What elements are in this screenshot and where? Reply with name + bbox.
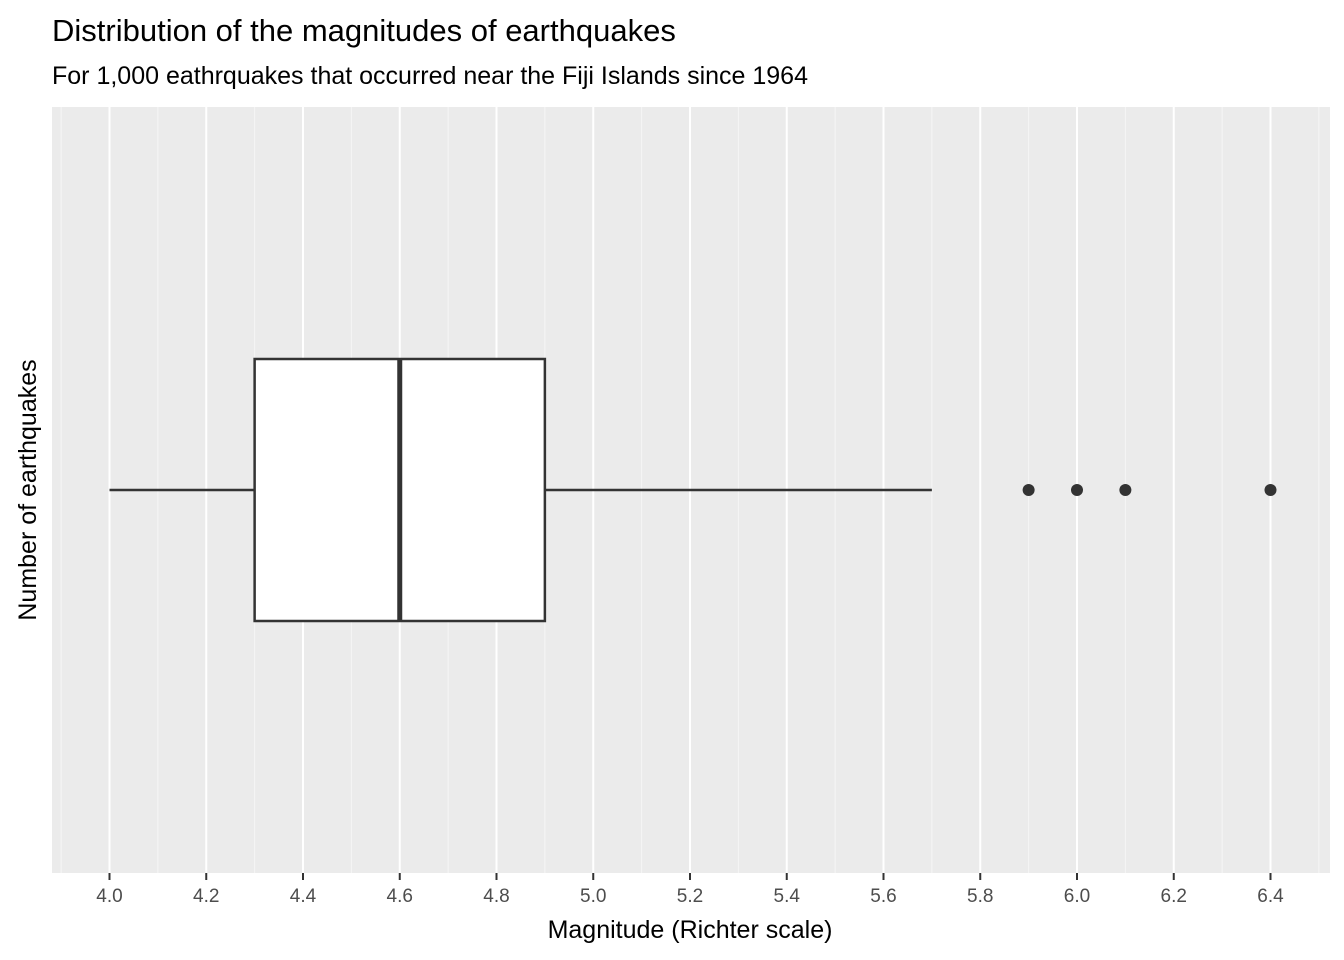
x-tick-label: 4.2 bbox=[193, 886, 219, 907]
x-tick-label: 5.4 bbox=[774, 886, 801, 907]
x-tick-label: 5.6 bbox=[870, 886, 896, 907]
x-tick-label: 5.0 bbox=[580, 886, 606, 907]
outlier-point bbox=[1022, 484, 1035, 496]
chart-subtitle: For 1,000 eathrquakes that occurred near… bbox=[52, 62, 808, 90]
x-tick-label: 4.0 bbox=[96, 886, 122, 907]
outlier-point bbox=[1071, 484, 1083, 496]
x-tick-label: 5.2 bbox=[677, 886, 703, 907]
y-axis-label: Number of earthquakes bbox=[14, 359, 42, 620]
x-tick-label: 5.8 bbox=[967, 886, 993, 907]
x-axis: 4.0 4.2 4.4 4.6 4.8 5.0 5.2 5.4 5.6 5.8 6.0 6.2 6.4 bbox=[96, 873, 1284, 907]
x-axis-label: Magnitude (Richter scale) bbox=[548, 916, 833, 944]
chart-title: Distribution of the magnitudes of earthq… bbox=[52, 13, 676, 48]
boxplot-group bbox=[109, 357, 1277, 623]
outlier-point bbox=[1264, 484, 1277, 496]
x-tick-label: 4.6 bbox=[387, 886, 413, 907]
x-tick-label: 6.4 bbox=[1257, 886, 1284, 907]
x-tick-label: 6.2 bbox=[1161, 886, 1187, 907]
outlier-point bbox=[1119, 484, 1132, 496]
x-tick-label: 6.0 bbox=[1064, 886, 1090, 907]
x-tick-label: 4.4 bbox=[290, 886, 317, 907]
x-tick-label: 4.8 bbox=[483, 886, 509, 907]
